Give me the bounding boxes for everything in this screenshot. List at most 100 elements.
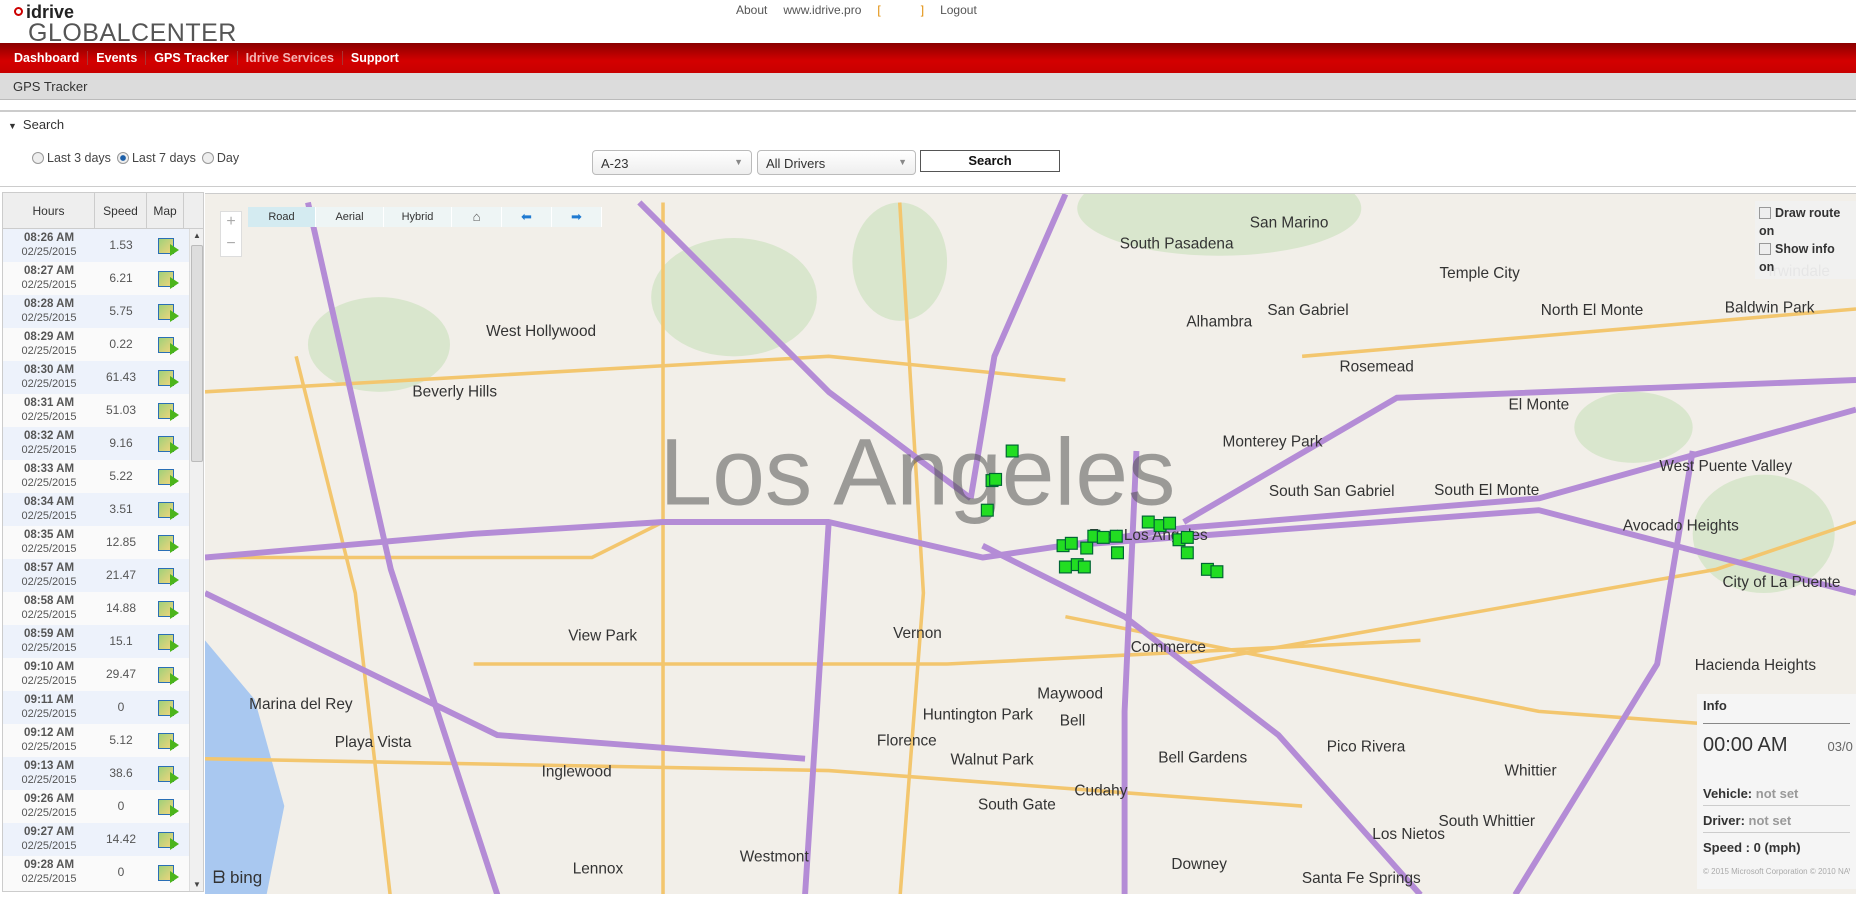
place-label: West Puente Valley (1659, 458, 1792, 475)
zoom-out-button[interactable]: − (226, 235, 236, 252)
table-row[interactable]: 08:59 AM 02/25/2015 15.1 (3, 625, 203, 658)
row-speed: 38.6 (109, 766, 133, 780)
page-title: GPS Tracker (0, 73, 1856, 100)
row-speed: 5.12 (109, 733, 133, 747)
table-row[interactable]: 08:57 AM 02/25/2015 21.47 (3, 559, 203, 592)
show-on-map-icon[interactable] (157, 270, 179, 289)
freeway (305, 201, 501, 894)
logout-link[interactable]: Logout (940, 3, 977, 17)
logo-top: idrive (26, 2, 75, 22)
show-on-map-icon[interactable] (157, 501, 179, 520)
place-label: Pico Rivera (1327, 739, 1406, 756)
table-row[interactable]: 09:10 AM 02/25/2015 29.47 (3, 658, 203, 691)
position-marker (1005, 444, 1019, 458)
table-row[interactable]: 08:58 AM 02/25/2015 14.88 (3, 592, 203, 625)
table-row[interactable]: 08:26 AM 02/25/2015 1.53 (3, 229, 203, 262)
arrow-right-icon[interactable]: ➡ (552, 207, 602, 227)
table-row[interactable]: 08:31 AM 02/25/2015 51.03 (3, 394, 203, 427)
radio-last-7-days[interactable]: Last 7 days (116, 151, 196, 165)
col-hours[interactable]: Hours (3, 193, 95, 228)
row-time: 09:13 AM 02/25/2015 (21, 760, 77, 786)
show-on-map-icon[interactable] (157, 369, 179, 388)
row-speed: 9.16 (109, 436, 133, 450)
nav-dashboard[interactable]: Dashboard (6, 51, 89, 65)
freeway (637, 200, 973, 501)
about-link[interactable]: About (736, 3, 768, 17)
table-row[interactable]: 08:35 AM 02/25/2015 12.85 (3, 526, 203, 559)
show-on-map-icon[interactable] (157, 699, 179, 718)
place-label: Inglewood (542, 763, 612, 780)
logo[interactable]: idrive GLOBALCENTER (14, 2, 237, 47)
map-mode-road[interactable]: Road (248, 207, 316, 227)
show-on-map-icon[interactable] (157, 435, 179, 454)
row-time: 09:10 AM 02/25/2015 (21, 661, 77, 687)
table-row[interactable]: 09:11 AM 02/25/2015 0 (3, 691, 203, 724)
col-map[interactable]: Map (147, 193, 184, 228)
show-on-map-icon[interactable] (157, 600, 179, 619)
radio-day[interactable]: Day (201, 151, 239, 165)
road (1183, 520, 1856, 666)
map[interactable]: Los Angeles West Hollywood Beverly Hills So… (205, 193, 1856, 894)
arrow-left-icon[interactable]: ⬅ (502, 207, 552, 227)
birds-eye-icon[interactable]: ⌂ (452, 207, 502, 227)
show-on-map-icon[interactable] (157, 732, 179, 751)
table-row[interactable]: 09:13 AM 02/25/2015 38.6 (3, 757, 203, 790)
info-driver: Driver: not set (1703, 813, 1850, 833)
search-toggle[interactable]: ▼ Search (8, 117, 64, 132)
table-row[interactable]: 09:28 AM 02/25/2015 0 (3, 856, 203, 889)
show-on-map-icon[interactable] (157, 666, 179, 685)
table-row[interactable]: 08:34 AM 02/25/2015 3.51 (3, 493, 203, 526)
show-on-map-icon[interactable] (157, 864, 179, 883)
map-canvas[interactable]: Los Angeles West Hollywood Beverly Hills So… (205, 194, 1856, 894)
show-on-map-icon[interactable] (157, 567, 179, 586)
show-info-checkbox[interactable]: Show info on (1759, 242, 1835, 274)
table-scrollbar[interactable]: ▲ ▼ (189, 229, 203, 891)
show-on-map-icon[interactable] (157, 237, 179, 256)
table-row[interactable]: 08:27 AM 02/25/2015 6.21 (3, 262, 203, 295)
place-label: Lennox (573, 861, 624, 878)
place-label: South Pasadena (1120, 236, 1234, 253)
table-row[interactable]: 09:12 AM 02/25/2015 5.12 (3, 724, 203, 757)
place-label: Santa Fe Springs (1302, 870, 1421, 887)
row-speed: 61.43 (105, 370, 137, 384)
place-label: Commerce (1131, 639, 1206, 656)
place-label: Downey (1171, 856, 1227, 873)
driver-select[interactable]: All Drivers ▼ (757, 150, 916, 175)
show-on-map-icon[interactable] (157, 765, 179, 784)
nav-support[interactable]: Support (350, 51, 399, 65)
table-row[interactable]: 09:26 AM 02/25/2015 0 (3, 790, 203, 823)
place-label: South Gate (978, 797, 1056, 814)
show-on-map-icon[interactable] (157, 831, 179, 850)
nav-idrive-services[interactable]: Idrive Services (238, 51, 343, 65)
show-on-map-icon[interactable] (157, 798, 179, 817)
zoom-in-button[interactable]: + (226, 213, 236, 230)
show-on-map-icon[interactable] (157, 402, 179, 421)
show-on-map-icon[interactable] (157, 534, 179, 553)
map-mode-hybrid[interactable]: Hybrid (384, 207, 452, 227)
show-on-map-icon[interactable] (157, 468, 179, 487)
show-on-map-icon[interactable] (157, 303, 179, 322)
search-button[interactable]: Search (920, 150, 1060, 172)
table-row[interactable]: 08:30 AM 02/25/2015 61.43 (3, 361, 203, 394)
logo-bottom: GLOBALCENTER (28, 19, 237, 47)
draw-route-checkbox[interactable]: Draw route on (1759, 206, 1841, 238)
zoom-control: + − (220, 211, 242, 257)
nav-events[interactable]: Events (88, 51, 147, 65)
table-row[interactable]: 08:28 AM 02/25/2015 5.75 (3, 295, 203, 328)
table-row[interactable]: 09:27 AM 02/25/2015 14.42 (3, 823, 203, 856)
info-time: 00:00 AM (1703, 734, 1788, 756)
site-link[interactable]: www.idrive.pro (783, 3, 862, 17)
nav-gps-tracker[interactable]: GPS Tracker (146, 51, 238, 65)
place-label: North El Monte (1541, 302, 1644, 319)
place-label: Maywood (1037, 685, 1103, 702)
table-row[interactable]: 08:32 AM 02/25/2015 9.16 (3, 427, 203, 460)
show-on-map-icon[interactable] (157, 336, 179, 355)
radio-last-3-days[interactable]: Last 3 days (32, 151, 111, 165)
table-row[interactable]: 08:29 AM 02/25/2015 0.22 (3, 328, 203, 361)
show-on-map-icon[interactable] (157, 633, 179, 652)
info-speed-unit: (mph) (1764, 840, 1801, 855)
vehicle-select[interactable]: A-23 ▼ (592, 150, 752, 175)
map-mode-aerial[interactable]: Aerial (316, 207, 384, 227)
col-speed[interactable]: Speed (95, 193, 147, 228)
table-row[interactable]: 08:33 AM 02/25/2015 5.22 (3, 460, 203, 493)
